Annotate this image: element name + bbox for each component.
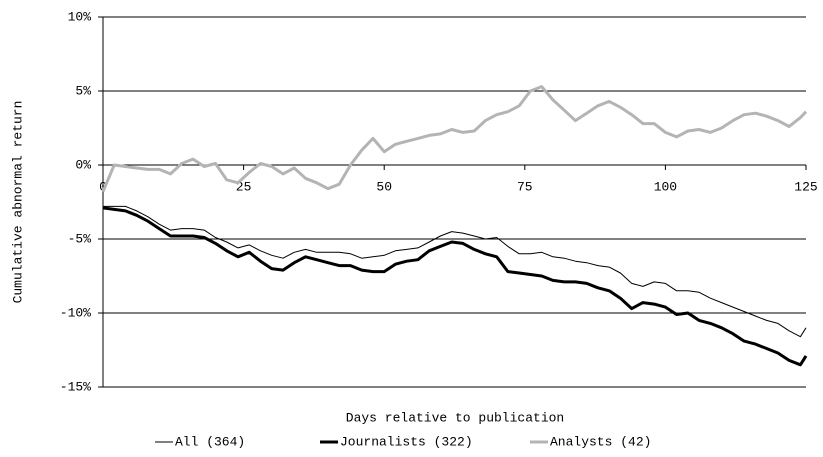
x-tick-label: 0 <box>99 179 107 194</box>
y-axis-label: Cumulative abnormal return <box>10 101 25 304</box>
x-axis-label: Days relative to publication <box>346 410 564 425</box>
y-tick-label: -10% <box>60 305 91 320</box>
x-tick-label: 50 <box>376 179 392 194</box>
line-series <box>101 85 808 193</box>
legend-label: Journalists (322) <box>340 434 473 449</box>
x-tick-label: 100 <box>654 179 677 194</box>
x-tick-label: 125 <box>794 179 817 194</box>
y-tick-label: 10% <box>68 9 92 24</box>
x-tick-label: 75 <box>517 179 533 194</box>
y-tick-label: -15% <box>60 379 91 394</box>
legend-label: Analysts (42) <box>550 434 651 449</box>
y-tick-label: -5% <box>68 231 92 246</box>
y-tick-label: 0% <box>75 157 91 172</box>
legend-label: All (364) <box>175 434 245 449</box>
line-series <box>103 205 807 338</box>
line-series <box>102 206 808 367</box>
y-tick-label: 5% <box>75 83 91 98</box>
